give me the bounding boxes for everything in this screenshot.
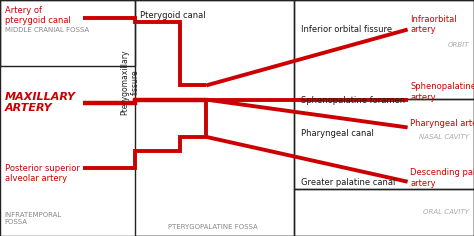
Text: Descending palatine
artery: Descending palatine artery [410,169,474,188]
Bar [294,189,474,236]
Text: Pharyngeal artery: Pharyngeal artery [410,119,474,128]
Text: MIDDLE CRANIAL FOSSA: MIDDLE CRANIAL FOSSA [5,26,89,33]
Text: NASAL CAVITY: NASAL CAVITY [419,134,469,140]
Text: Artery of
pterygoid canal: Artery of pterygoid canal [5,6,71,25]
Text: Greater palatine canal: Greater palatine canal [301,178,395,187]
Bar [294,99,474,189]
Text: MAXILLARY
ARTERY: MAXILLARY ARTERY [5,92,76,114]
Text: ORAL CAVITY: ORAL CAVITY [423,209,469,215]
Bar [135,0,294,236]
Text: PTERYGOPALATINE FOSSA: PTERYGOPALATINE FOSSA [168,223,258,230]
Text: INFRATEMPORAL
FOSSA: INFRATEMPORAL FOSSA [5,212,62,225]
Text: Pharyngeal canal: Pharyngeal canal [301,129,374,138]
Text: Pterygomaxillary
fissure: Pterygomaxillary fissure [120,50,140,115]
Text: Sphenopalatine
artery: Sphenopalatine artery [410,82,474,102]
Text: Sphenopalatine foramen: Sphenopalatine foramen [301,96,405,105]
Text: Pterygoid canal: Pterygoid canal [140,11,205,20]
Bar [0,0,135,66]
Text: Inferior orbital fissure: Inferior orbital fissure [301,25,392,34]
Text: Posterior superior
alveolar artery: Posterior superior alveolar artery [5,164,80,183]
Text: Infraorbital
artery: Infraorbital artery [410,15,456,34]
Text: ORBIT: ORBIT [448,42,469,48]
Bar [294,0,474,99]
